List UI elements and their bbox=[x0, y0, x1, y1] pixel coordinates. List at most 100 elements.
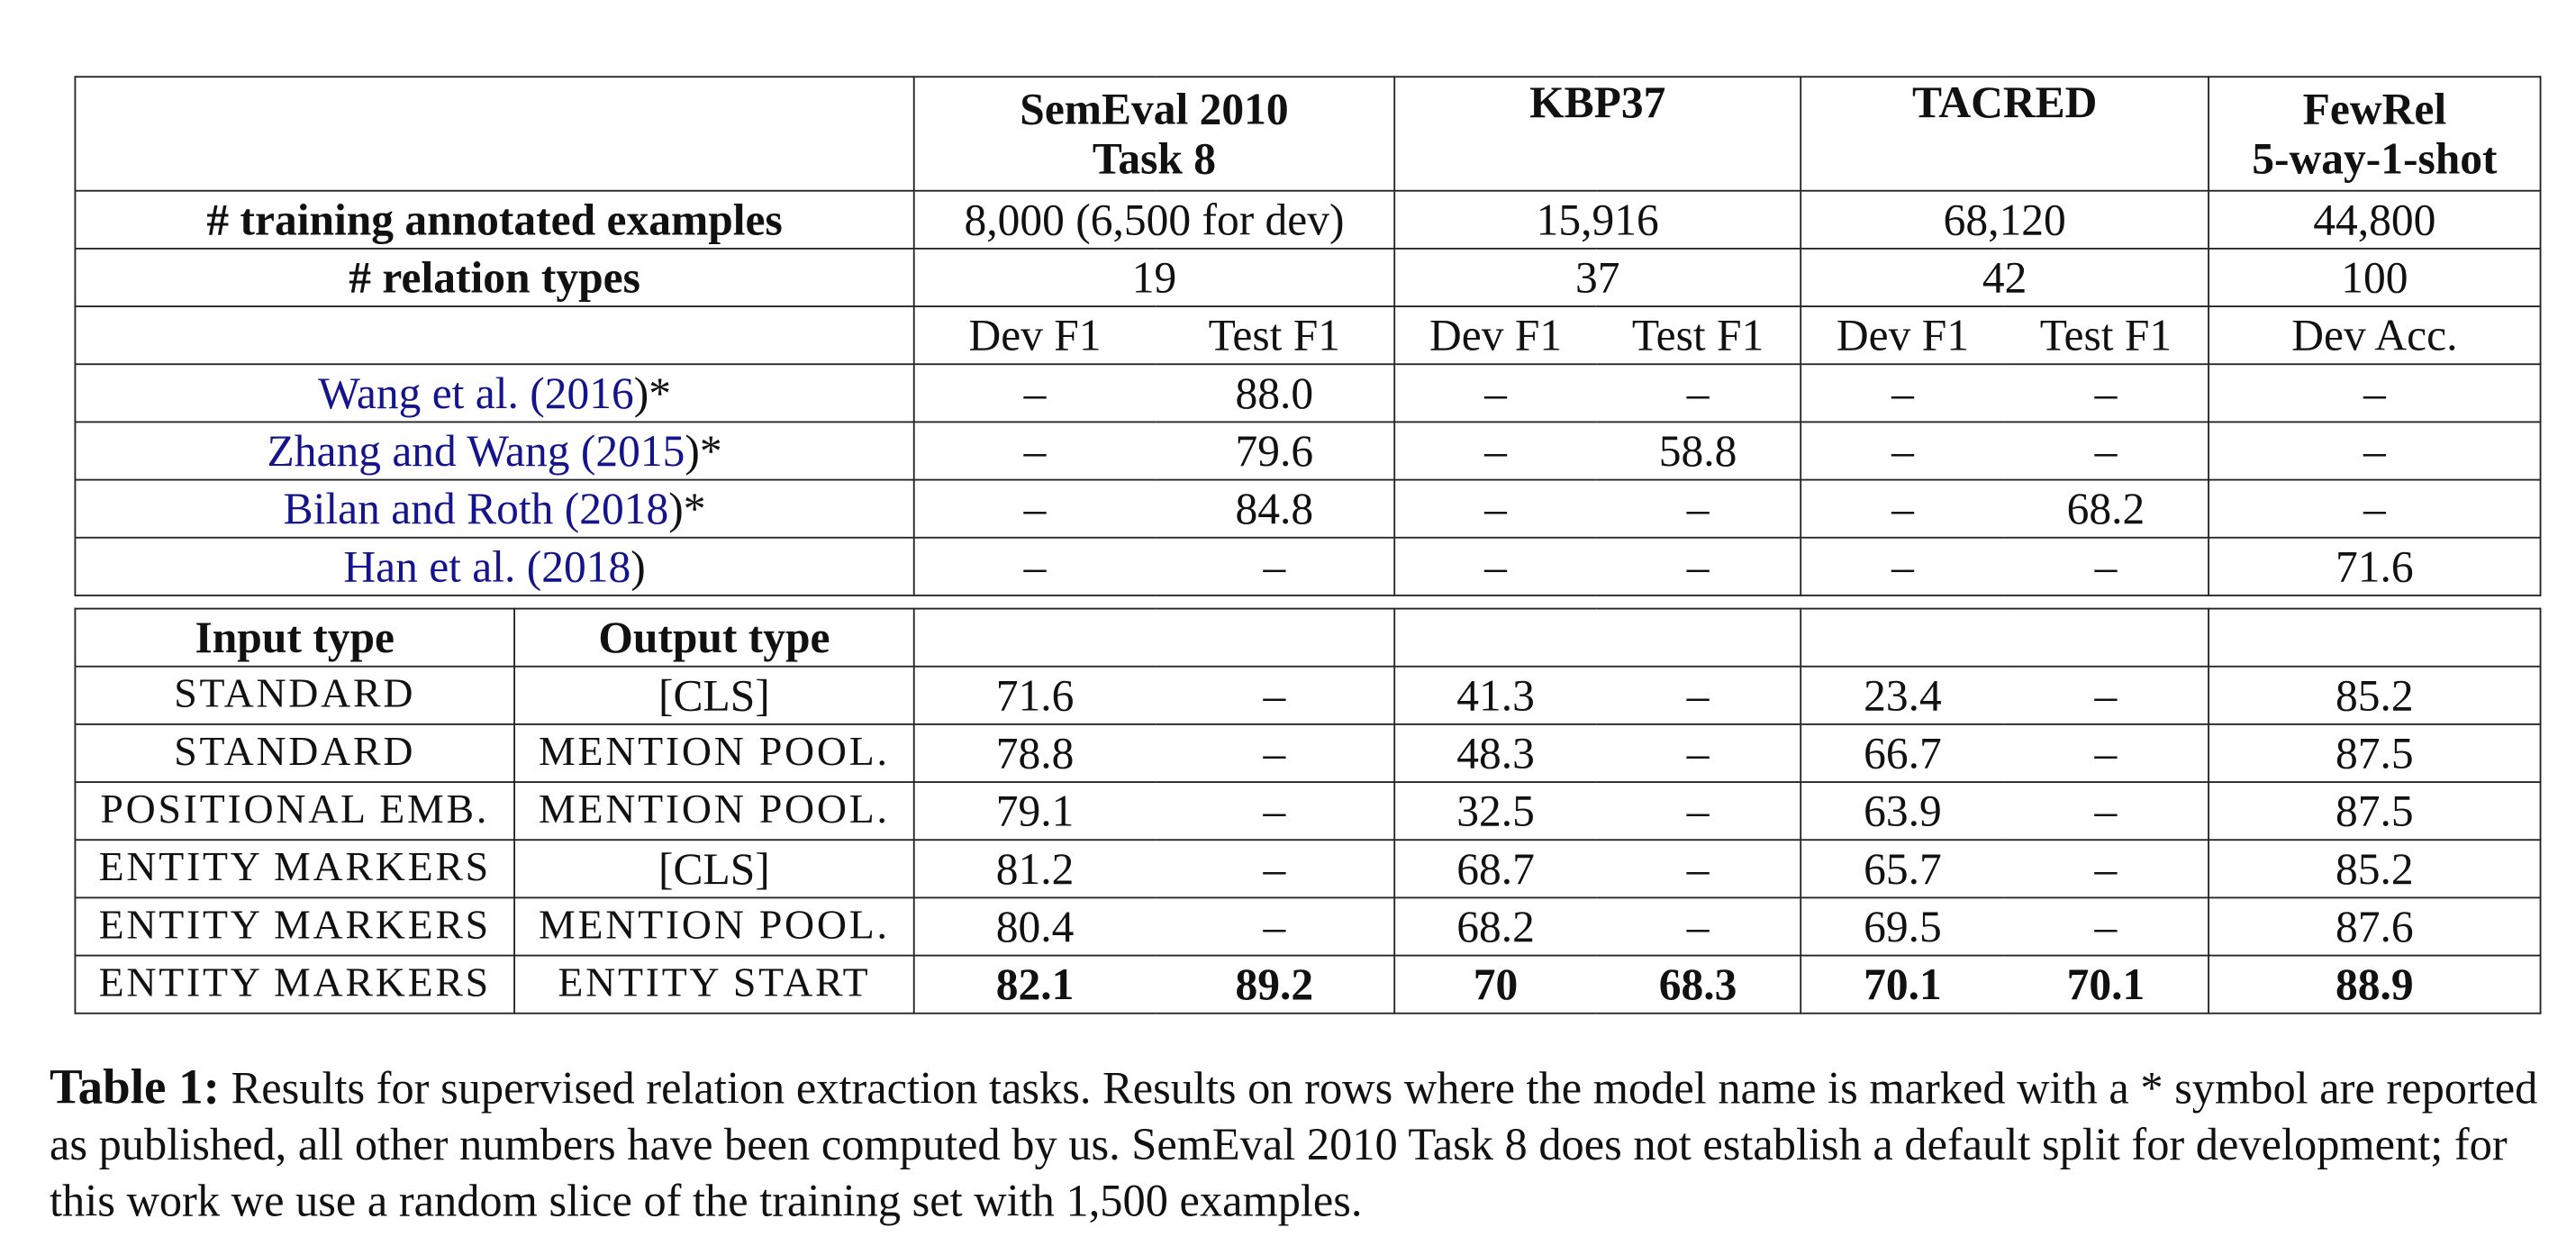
metric-cell: Dev F1 bbox=[1393, 305, 1596, 366]
variant-row: STANDARD MENTION POOL. 78.8–48.3–66.7–87.5 bbox=[74, 723, 2542, 783]
input-type-cell: ENTITY MARKERS bbox=[74, 896, 515, 957]
citation-authors: Wang et al. ( bbox=[318, 368, 545, 418]
result-cell: 23.4 bbox=[1800, 665, 2004, 725]
dataset-header-semeval: SemEval 2010 Task 8 bbox=[912, 76, 1396, 192]
result-cell: – bbox=[2208, 363, 2542, 423]
result-cell: – bbox=[2003, 363, 2210, 423]
result-cell: – bbox=[1595, 363, 1802, 423]
result-cell: – bbox=[1800, 536, 2004, 596]
result-cell: – bbox=[2208, 421, 2542, 481]
training-examples-semeval: 8,000 (6,500 for dev) bbox=[912, 189, 1396, 250]
result-cell: – bbox=[2003, 839, 2209, 899]
caption-label: Table 1: bbox=[49, 1059, 221, 1115]
dataset-header-fewrel: FewRel 5-way-1-shot bbox=[2208, 76, 2542, 192]
result-cell: – bbox=[912, 478, 1156, 539]
model-citation: Zhang and Wang (2015)* bbox=[74, 421, 915, 481]
result-cell: 68.2 bbox=[2003, 478, 2210, 539]
result-cell: 68.7 bbox=[1393, 839, 1596, 899]
result-cell: – bbox=[1800, 363, 2004, 423]
input-type-header: Input type bbox=[74, 607, 515, 668]
result-cell: 65.7 bbox=[1800, 839, 2004, 899]
training-examples-row: # training annotated examples 8,000 (6,5… bbox=[74, 189, 2542, 250]
published-row: Bilan and Roth (2018)* –84.8– – –68.2– bbox=[74, 478, 2542, 539]
result-cell: – bbox=[1155, 723, 1396, 783]
citation-marker: )* bbox=[685, 425, 722, 476]
empty-header-cell bbox=[1800, 607, 2209, 668]
result-cell: – bbox=[2003, 536, 2210, 596]
result-cell: 81.2 bbox=[912, 839, 1156, 899]
result-cell: 88.9 bbox=[2208, 954, 2542, 1014]
result-cell: – bbox=[1595, 839, 1802, 899]
training-examples-label: # training annotated examples bbox=[74, 189, 915, 250]
empty-header-cell bbox=[2208, 607, 2542, 668]
citation-year: 2018 bbox=[541, 541, 631, 592]
results-table-bottom: Input type Output type STANDARD [CLS] 71.6… bbox=[74, 607, 2542, 1014]
result-cell: 89.2 bbox=[1155, 954, 1396, 1014]
output-type-header: Output type bbox=[513, 607, 915, 668]
result-cell: 87.5 bbox=[2208, 723, 2542, 783]
corner-cell bbox=[74, 76, 915, 192]
result-cell: 84.8 bbox=[1155, 478, 1396, 539]
result-cell: – bbox=[2003, 723, 2209, 783]
result-cell: – bbox=[1595, 478, 1802, 539]
result-cell: – bbox=[2003, 896, 2209, 957]
result-cell: – bbox=[1595, 665, 1802, 725]
citation-marker: )* bbox=[668, 484, 706, 534]
output-type-cell: [CLS] bbox=[513, 665, 915, 725]
published-results: Wang et al. (2016)* –88.0– – – – – Zhang and W… bbox=[74, 363, 2542, 596]
result-cell: 78.8 bbox=[912, 723, 1156, 783]
result-cell: – bbox=[2003, 781, 2209, 841]
relation-types-kbp37: 37 bbox=[1393, 247, 1802, 307]
result-cell: 70.1 bbox=[1800, 954, 2004, 1014]
result-cell: 41.3 bbox=[1393, 665, 1596, 725]
output-type-cell: MENTION POOL. bbox=[513, 723, 915, 783]
result-cell: 71.6 bbox=[912, 665, 1156, 725]
result-cell: 87.6 bbox=[2208, 896, 2542, 957]
result-cell: – bbox=[2003, 665, 2209, 725]
dataset-header-row: SemEval 2010 Task 8 KBP37 TACRED FewRel 5-… bbox=[74, 76, 2542, 192]
variant-row: ENTITY MARKERS [CLS] 81.2–68.7–65.7–85.2 bbox=[74, 839, 2542, 899]
variant-row: STANDARD [CLS] 71.6–41.3–23.4–85.2 bbox=[74, 665, 2542, 725]
output-type-cell: [CLS] bbox=[513, 839, 915, 899]
input-type-cell: POSITIONAL EMB. bbox=[74, 781, 515, 841]
metric-cell: Dev Acc. bbox=[2208, 305, 2542, 366]
citation-year: 2018 bbox=[579, 484, 669, 534]
empty-header-cell bbox=[1393, 607, 1802, 668]
result-cell: – bbox=[1595, 723, 1802, 783]
citation-marker: )* bbox=[633, 368, 672, 418]
citation-authors: Bilan and Roth ( bbox=[283, 484, 580, 534]
output-type-cell: ENTITY START bbox=[513, 954, 915, 1014]
citation-authors: Han et al. ( bbox=[343, 541, 542, 592]
result-cell: 58.8 bbox=[1595, 421, 1802, 481]
metric-cell: Test F1 bbox=[1155, 305, 1396, 366]
output-type-cell: MENTION POOL. bbox=[513, 896, 915, 957]
model-citation: Wang et al. (2016)* bbox=[74, 363, 915, 423]
metric-row: Dev F1 Test F1 Dev F1 Test F1 Dev F1 Tes… bbox=[74, 305, 2542, 366]
published-row: Zhang and Wang (2015)* –79.6–58.8– – – bbox=[74, 421, 2542, 481]
input-type-cell: STANDARD bbox=[74, 723, 515, 783]
dataset-header-kbp37: KBP37 bbox=[1393, 76, 1802, 192]
training-examples-tacred: 68,120 bbox=[1800, 189, 2210, 250]
result-cell: – bbox=[912, 363, 1156, 423]
result-cell: 63.9 bbox=[1800, 781, 2004, 841]
metric-cell: Dev F1 bbox=[1800, 305, 2004, 366]
result-cell: 70 bbox=[1393, 954, 1596, 1014]
citation-authors: Zhang and Wang ( bbox=[267, 425, 596, 476]
citation-marker: ) bbox=[630, 541, 646, 592]
result-cell: – bbox=[1393, 536, 1596, 596]
variant-results: STANDARD [CLS] 71.6–41.3–23.4–85.2 STANDARD… bbox=[74, 665, 2542, 1014]
result-cell: 82.1 bbox=[912, 954, 1156, 1014]
variant-row: ENTITY MARKERS MENTION POOL. 80.4–68.2–69.… bbox=[74, 896, 2542, 957]
result-cell: – bbox=[1393, 363, 1596, 423]
result-cell: 85.2 bbox=[2208, 665, 2542, 725]
training-examples-fewrel: 44,800 bbox=[2208, 189, 2542, 250]
result-cell: 68.3 bbox=[1595, 954, 1802, 1014]
empty-header-cell bbox=[912, 607, 1396, 668]
result-cell: 70.1 bbox=[2003, 954, 2209, 1014]
result-cell: – bbox=[1155, 665, 1396, 725]
input-type-cell: ENTITY MARKERS bbox=[74, 839, 515, 899]
result-cell: – bbox=[1155, 536, 1396, 596]
result-cell: – bbox=[2208, 478, 2542, 539]
citation-year: 2015 bbox=[595, 425, 685, 476]
